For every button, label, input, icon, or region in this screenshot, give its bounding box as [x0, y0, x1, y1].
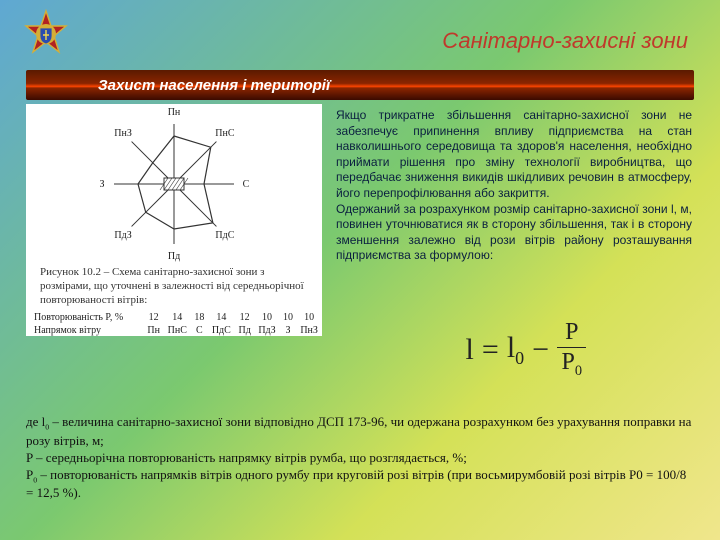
wind-rose-diagram: Пн ПнС С ПдС Пд ПдЗ З ПнЗ — [26, 104, 322, 264]
formula: l = l0 − P P0 — [360, 320, 692, 379]
subtitle-text: Захист населення і території — [98, 77, 330, 94]
definition-line: де l0 – величина санітарно-захисної зони… — [26, 414, 694, 450]
svg-text:З: З — [99, 179, 104, 190]
page-title: Санітарно-захисні зони — [442, 28, 688, 54]
row-label: Напрямок вітру — [26, 324, 144, 337]
paragraph: Якщо трикратне збільшення санітарно-захи… — [336, 108, 692, 202]
body-text: Якщо трикратне збільшення санітарно-захи… — [336, 108, 692, 264]
row-label: Повторюваність P, % — [26, 311, 144, 324]
formula-rhs-l0: l0 — [507, 331, 524, 369]
definition-line: P – середньорічна повторюваність напрямк… — [26, 450, 694, 467]
figure-caption: Рисунок 10.2 – Схема санітарно-захисної … — [26, 264, 322, 311]
svg-text:ПнС: ПнС — [215, 128, 235, 139]
table-row: Напрямок вітру Пн ПнС С ПдС Пд ПдЗ З ПнЗ — [26, 324, 322, 337]
svg-text:Пд: Пд — [168, 251, 180, 262]
emblem-logo — [18, 8, 74, 64]
definition-line: P0 – повторюваність напрямків вітрів одн… — [26, 467, 694, 503]
formula-lhs: l — [466, 333, 474, 367]
svg-text:ПнЗ: ПнЗ — [114, 128, 132, 139]
svg-text:ПдС: ПдС — [215, 230, 234, 241]
footer-definitions: де l0 – величина санітарно-захисної зони… — [26, 414, 694, 502]
paragraph: Одержаний за розрахунком розмір санітарн… — [336, 202, 692, 264]
table-row: Повторюваність P, % 12 14 18 14 12 10 10… — [26, 311, 322, 324]
svg-text:Пн: Пн — [168, 107, 181, 118]
figure-table: Повторюваність P, % 12 14 18 14 12 10 10… — [26, 311, 322, 337]
formula-fraction: P P0 — [557, 320, 586, 379]
svg-text:ПдЗ: ПдЗ — [114, 230, 131, 241]
subtitle-bar: Захист населення і території — [26, 70, 694, 100]
figure-panel: Пн ПнС С ПдС Пд ПдЗ З ПнЗ Рисунок 10.2 – Схема … — [26, 104, 322, 336]
svg-text:С: С — [243, 179, 250, 190]
